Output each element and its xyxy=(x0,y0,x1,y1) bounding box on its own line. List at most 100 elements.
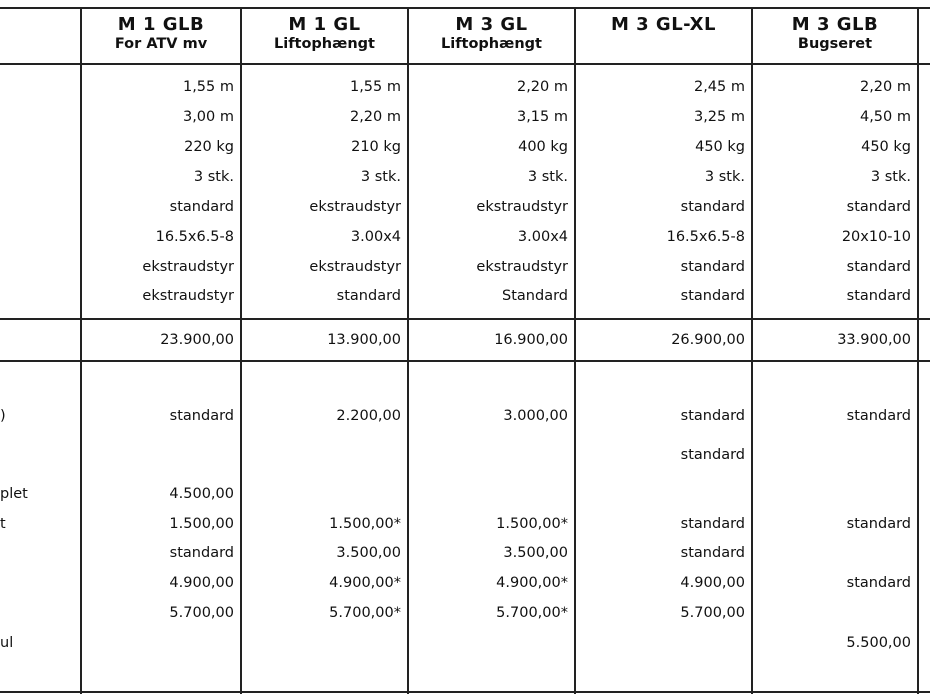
spec-cell: 3 stk. xyxy=(527,169,568,185)
table-border-vertical xyxy=(240,7,242,694)
model-subtitle: For ATV mv xyxy=(114,36,208,52)
column-header: M 3 GL-XL xyxy=(575,14,752,35)
model-name: M 3 GLB xyxy=(791,14,879,35)
option-cell: 3.500,00 xyxy=(503,545,568,561)
option-cell: standard xyxy=(169,545,234,561)
option-cell: 4.900,00 xyxy=(169,575,234,591)
option-label: t xyxy=(0,516,6,532)
spec-cell: 3,25 m xyxy=(693,109,745,125)
spec-cell: 3 stk. xyxy=(193,169,234,185)
spec-cell: 3,15 m xyxy=(516,109,568,125)
option-cell: standard xyxy=(846,575,911,591)
table-border-horizontal xyxy=(0,63,930,65)
price-cell: 13.900,00 xyxy=(327,332,401,348)
table-border-vertical xyxy=(917,7,919,694)
option-label: ) xyxy=(0,408,6,424)
table-border-horizontal xyxy=(0,7,930,9)
spec-cell: 3 stk. xyxy=(870,169,911,185)
spec-cell: 3,00 m xyxy=(182,109,234,125)
spec-cell: ekstraudstyr xyxy=(309,199,401,215)
spec-cell: 2,20 m xyxy=(859,79,911,95)
spec-cell: 3.00x4 xyxy=(517,229,568,245)
option-cell: 5.700,00* xyxy=(329,605,401,621)
spec-cell: 450 kg xyxy=(695,139,745,155)
model-name: M 3 GL xyxy=(455,14,528,35)
column-header: M 3 GL Liftophængt xyxy=(408,14,575,53)
spec-cell: 1,55 m xyxy=(182,79,234,95)
price-cell: 23.900,00 xyxy=(160,332,234,348)
table-border-vertical xyxy=(574,7,576,694)
option-cell: 3.000,00 xyxy=(503,408,568,424)
table-border-horizontal xyxy=(0,691,930,693)
spec-cell: ekstraudstyr xyxy=(142,288,234,304)
spec-cell: standard xyxy=(169,199,234,215)
table-border-horizontal xyxy=(0,360,930,362)
option-cell: standard xyxy=(680,545,745,561)
option-cell: 5.700,00 xyxy=(169,605,234,621)
spec-cell: standard xyxy=(680,288,745,304)
option-cell: standard xyxy=(846,408,911,424)
option-label: plet xyxy=(0,486,28,502)
option-cell: 4.900,00* xyxy=(496,575,568,591)
spec-cell: standard xyxy=(680,199,745,215)
table-border-vertical xyxy=(751,7,753,694)
spec-cell: standard xyxy=(680,259,745,275)
spec-cell: 3 stk. xyxy=(360,169,401,185)
model-name: M 1 GLB xyxy=(117,14,205,35)
option-cell: 1.500,00* xyxy=(329,516,401,532)
model-name: M 3 GL-XL xyxy=(610,14,717,35)
spec-cell: 1,55 m xyxy=(349,79,401,95)
spec-cell: standard xyxy=(846,288,911,304)
spec-cell: 4,50 m xyxy=(859,109,911,125)
spec-cell: ekstraudstyr xyxy=(309,259,401,275)
column-header: M 1 GLB For ATV mv xyxy=(81,14,241,53)
option-cell: 1.500,00* xyxy=(496,516,568,532)
option-cell: standard xyxy=(846,516,911,532)
spec-cell: standard xyxy=(336,288,401,304)
table-border-vertical xyxy=(407,7,409,694)
table-border-horizontal xyxy=(0,318,930,320)
option-cell: 4.900,00* xyxy=(329,575,401,591)
spec-cell: standard xyxy=(846,199,911,215)
spec-cell: 2,20 m xyxy=(516,79,568,95)
spec-cell: Standard xyxy=(502,288,568,304)
spec-cell: 2,20 m xyxy=(349,109,401,125)
column-header: M 1 GL Liftophængt xyxy=(241,14,408,53)
spec-cell: ekstraudstyr xyxy=(142,259,234,275)
spec-cell: ekstraudstyr xyxy=(476,259,568,275)
price-cell: 16.900,00 xyxy=(494,332,568,348)
spec-cell: 3.00x4 xyxy=(350,229,401,245)
price-cell: 26.900,00 xyxy=(671,332,745,348)
column-header: M 3 GLB Bugseret xyxy=(752,14,918,53)
spec-cell: 3 stk. xyxy=(704,169,745,185)
spec-cell: 16.5x6.5-8 xyxy=(155,229,234,245)
spec-cell: 210 kg xyxy=(351,139,401,155)
option-cell: 4.500,00 xyxy=(169,486,234,502)
model-name: M 1 GL xyxy=(288,14,361,35)
spec-cell: 450 kg xyxy=(861,139,911,155)
spec-cell: ekstraudstyr xyxy=(476,199,568,215)
spec-cell: 400 kg xyxy=(518,139,568,155)
model-subtitle: Liftophængt xyxy=(441,36,542,52)
option-cell: 5.500,00 xyxy=(846,635,911,651)
spec-cell: 16.5x6.5-8 xyxy=(666,229,745,245)
option-cell: standard xyxy=(680,408,745,424)
spec-cell: 2,45 m xyxy=(693,79,745,95)
option-cell: 3.500,00 xyxy=(336,545,401,561)
table-border-vertical xyxy=(80,7,82,694)
model-subtitle: Liftophængt xyxy=(274,36,375,52)
option-cell: 1.500,00 xyxy=(169,516,234,532)
price-cell: 33.900,00 xyxy=(837,332,911,348)
option-cell: 5.700,00 xyxy=(680,605,745,621)
option-cell: standard xyxy=(680,516,745,532)
option-label: ul xyxy=(0,635,14,651)
option-cell: standard xyxy=(680,447,745,463)
model-subtitle: Bugseret xyxy=(797,36,873,52)
option-cell: 4.900,00 xyxy=(680,575,745,591)
option-cell: 5.700,00* xyxy=(496,605,568,621)
option-cell: standard xyxy=(169,408,234,424)
option-cell: 2.200,00 xyxy=(336,408,401,424)
spec-cell: standard xyxy=(846,259,911,275)
spec-cell: 220 kg xyxy=(184,139,234,155)
spec-cell: 20x10-10 xyxy=(841,229,911,245)
